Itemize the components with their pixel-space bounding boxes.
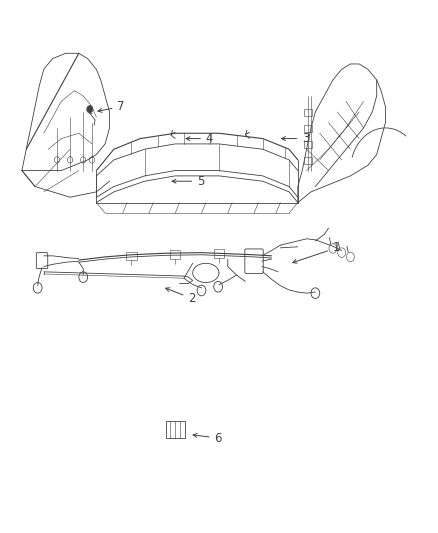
Bar: [304, 141, 312, 148]
Bar: [304, 157, 312, 164]
Bar: [170, 250, 180, 259]
Circle shape: [87, 106, 93, 113]
Text: 3: 3: [282, 132, 310, 145]
FancyBboxPatch shape: [36, 253, 48, 269]
FancyBboxPatch shape: [245, 249, 263, 273]
Text: 4: 4: [186, 132, 213, 145]
Text: 7: 7: [98, 100, 125, 113]
Bar: [126, 252, 137, 260]
Text: 1: 1: [293, 241, 340, 263]
Text: 2: 2: [166, 288, 196, 305]
Bar: [304, 125, 312, 132]
FancyBboxPatch shape: [166, 421, 185, 438]
Text: 5: 5: [172, 175, 205, 188]
Bar: [304, 109, 312, 116]
Text: 6: 6: [193, 432, 222, 445]
Bar: [214, 249, 224, 258]
